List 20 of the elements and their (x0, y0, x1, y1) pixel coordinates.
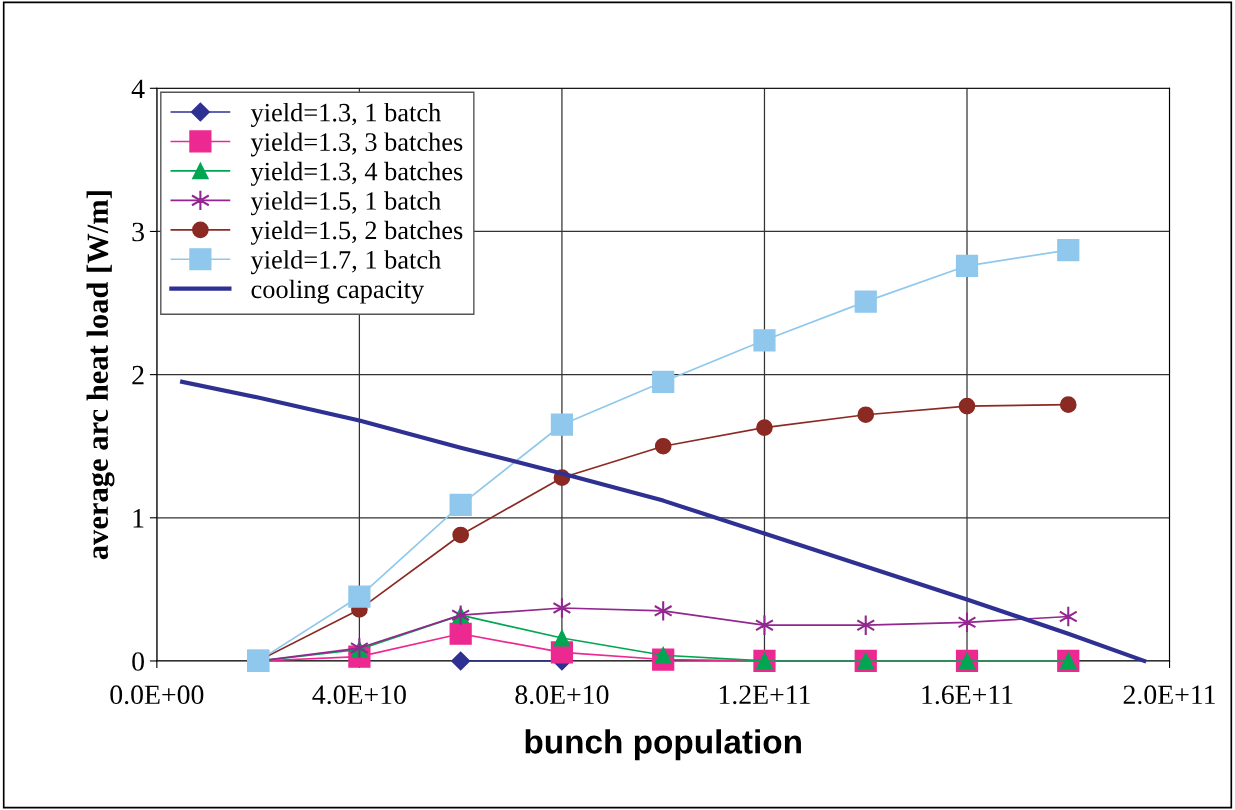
y-tick-label: 4 (131, 79, 145, 98)
x-tick-label: 2.0E+11 (1123, 685, 1215, 705)
legend-label: yield=1.3, 3 batches (250, 132, 463, 157)
legend-label: yield=1.5, 1 batch (250, 191, 441, 216)
legend-label: yield=1.5, 2 batches (250, 220, 463, 245)
y-axis-title: average arc heat load [W/m] (86, 191, 115, 560)
y-tick-label: 3 (132, 222, 144, 242)
legend-label: yield=1.3, 4 batches (250, 161, 463, 186)
legend-label: yield=1.7, 1 batch (250, 250, 441, 275)
y-tick-label: 1 (133, 509, 144, 528)
x-axis-title: bunch population (525, 729, 801, 761)
legend-label: cooling capacity (251, 279, 425, 304)
x-tick-label: 1.6E+11 (922, 685, 1013, 705)
x-tick-label: 1.2E+11 (719, 685, 810, 705)
x-tick-label: 8.0E+10 (515, 685, 609, 705)
y-tick-label: 2 (132, 365, 144, 385)
x-tick-label: 4.0E+10 (312, 685, 406, 705)
legend-label: yield=1.3, 1 batch (250, 102, 441, 127)
y-tick-label: 0 (132, 652, 144, 671)
x-tick-label: 0.0E+00 (110, 685, 204, 705)
